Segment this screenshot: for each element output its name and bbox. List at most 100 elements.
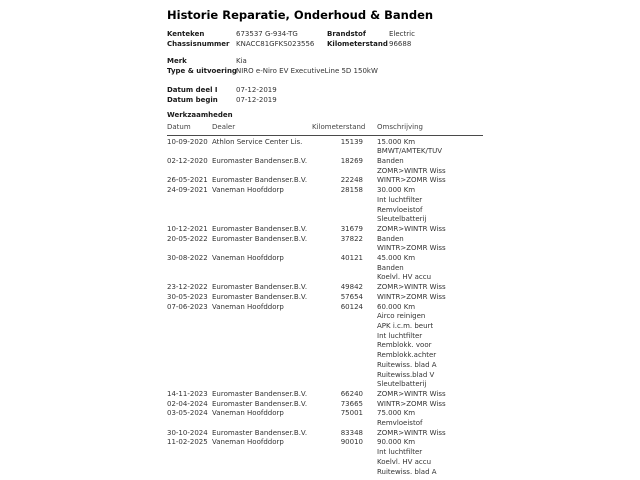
- cell-kilometerstand: 15139: [340, 137, 363, 146]
- omschrijving-line: 30.000 Km: [377, 186, 416, 195]
- cell-datum: 30-10-2024: [167, 428, 208, 437]
- type-uitvoering-value: NIRO e-Niro EV ExecutiveLine 5D 150kW: [236, 67, 378, 76]
- cell-kilometerstand: 66240: [340, 389, 363, 398]
- omschrijving-line: Koelvl. HV accu: [377, 457, 432, 466]
- vehicle-info-block3: Datum deel I 07-12-2019 Datum begin 07-1…: [167, 86, 483, 105]
- omschrijving-line: ZOMR>WINTR Wiss: [377, 283, 446, 292]
- omschrijving-line: Sleutelbatterij: [377, 380, 427, 389]
- cell-omschrijving: 30.000 Km Int luchtfilter Remvloeistof Sleu…: [363, 186, 483, 225]
- cell-datum: 03-05-2024: [167, 409, 208, 418]
- omschrijving-line: Int luchtfilter: [377, 448, 423, 457]
- table-row: 03-05-2024 Vaneman Hoofddorp 75001 75.000 K…: [167, 409, 483, 428]
- table-row: 10-12-2021 Euromaster Bandenser.B.V. 31679…: [167, 225, 483, 235]
- type-uitvoering-label: Type & uitvoering: [167, 67, 237, 76]
- omschrijving-line: WINTR>ZOMR Wiss: [377, 292, 446, 301]
- section-title-werkzaamheden: Werkzaamheden: [167, 111, 233, 120]
- cell-datum: 26-05-2021: [167, 176, 208, 185]
- omschrijving-line: APK i.c.m. beurt: [377, 321, 434, 330]
- cell-dealer: Euromaster Bandenser.B.V.: [212, 283, 308, 292]
- omschrijving-line: Remblokk. voor: [377, 341, 432, 350]
- cell-omschrijving: ZOMR>WINTR Wiss: [363, 225, 483, 235]
- cell-dealer: Euromaster Bandenser.B.V.: [212, 176, 308, 185]
- chassisnummer-label: Chassisnummer: [167, 39, 230, 48]
- column-header-kilometerstand: Kilometerstand: [312, 122, 366, 131]
- merk-value: Kia: [236, 57, 247, 66]
- chassisnummer-value: KNACC81GFKS023556: [236, 39, 315, 48]
- datum-deel1-label: Datum deel I: [167, 85, 218, 94]
- cell-dealer: Athlon Service Center Lis.: [212, 137, 303, 146]
- table-row: 02-04-2024 Euromaster Bandenser.B.V. 73665…: [167, 400, 483, 410]
- cell-kilometerstand: 83348: [340, 428, 363, 437]
- cell-omschrijving: ZOMR>WINTR Wiss: [363, 390, 483, 400]
- omschrijving-line: Ruitewiss.blad V: [377, 370, 435, 379]
- cell-datum: 23-12-2022: [167, 283, 208, 292]
- cell-dealer: Euromaster Bandenser.B.V.: [212, 234, 308, 243]
- cell-kilometerstand: 28158: [340, 186, 363, 195]
- column-header-omschrijving: Omschrijving: [377, 122, 423, 131]
- cell-datum: 11-02-2025: [167, 438, 208, 447]
- table-row: 24-09-2021 Vaneman Hoofddorp 28158 30.000 K…: [167, 186, 483, 225]
- cell-kilometerstand: 22248: [340, 176, 363, 185]
- omschrijving-line: Banden: [377, 234, 404, 243]
- omschrijving-line: Remvloeistof: [377, 419, 423, 428]
- omschrijving-line: Banden: [377, 263, 404, 272]
- cell-dealer: Vaneman Hoofddorp: [212, 409, 284, 418]
- table-row: 26-05-2021 Euromaster Bandenser.B.V. 22248…: [167, 176, 483, 186]
- vehicle-info-block2: Merk Kia Type & uitvoering NIRO e-Niro E…: [167, 57, 483, 76]
- datum-begin-value: 07-12-2019: [236, 95, 277, 104]
- cell-omschrijving: 90.000 Km Int luchtfilter Koelvl. HV accu R…: [363, 438, 483, 477]
- table-row: 14-11-2023 Euromaster Bandenser.B.V. 66240…: [167, 390, 483, 400]
- cell-dealer: Euromaster Bandenser.B.V.: [212, 292, 308, 301]
- datum-deel1-value: 07-12-2019: [236, 85, 277, 94]
- cell-omschrijving: WINTR>ZOMR Wiss: [363, 400, 483, 410]
- page-title: Historie Reparatie, Onderhoud & Banden: [167, 8, 434, 22]
- merk-label: Merk: [167, 57, 187, 66]
- table-row: 02-12-2020 Euromaster Bandenser.B.V. 18269…: [167, 157, 483, 176]
- cell-omschrijving: ZOMR>WINTR Wiss: [363, 429, 483, 439]
- kilometerstand-label: Kilometerstand: [327, 39, 388, 48]
- column-header-datum: Datum: [167, 122, 191, 131]
- cell-kilometerstand: 40121: [340, 254, 363, 263]
- kenteken-value: 673537 G-934-TG: [236, 30, 298, 38]
- omschrijving-line: ZOMR>WINTR Wiss: [377, 224, 446, 233]
- omschrijving-line: Airco reinigen: [377, 312, 426, 321]
- kilometerstand-value: 96688: [389, 39, 412, 48]
- cell-dealer: Vaneman Hoofddorp: [212, 254, 284, 263]
- werkzaamheden-table-body: 10-09-2020 Athlon Service Center Lis. 1513…: [167, 138, 483, 478]
- omschrijving-line: ZOMR>WINTR Wiss: [377, 389, 446, 398]
- cell-datum: 07-06-2023: [167, 302, 208, 311]
- cell-omschrijving: 15.000 Km BMWT/AMTEK/TUV: [363, 138, 483, 157]
- table-row: 11-02-2025 Vaneman Hoofddorp 90010 90.000 K…: [167, 438, 483, 477]
- omschrijving-line: Koelvl. HV accu: [377, 273, 432, 282]
- cell-omschrijving: WINTR>ZOMR Wiss: [363, 293, 483, 303]
- omschrijving-line: Remblokk.achter: [377, 351, 437, 360]
- cell-kilometerstand: 57654: [340, 292, 363, 301]
- omschrijving-line: 75.000 Km: [377, 409, 416, 418]
- omschrijving-line: Ruitewiss. blad A: [377, 360, 437, 369]
- cell-dealer: Euromaster Bandenser.B.V.: [212, 224, 308, 233]
- cell-dealer: Vaneman Hoofddorp: [212, 302, 284, 311]
- table-row: 07-06-2023 Vaneman Hoofddorp 60124 60.000 K…: [167, 303, 483, 390]
- column-header-dealer: Dealer: [212, 122, 236, 131]
- cell-omschrijving: WINTR>ZOMR Wiss: [363, 176, 483, 186]
- cell-kilometerstand: 60124: [340, 302, 363, 311]
- omschrijving-line: 15.000 Km: [377, 137, 416, 146]
- omschrijving-line: 45.000 Km: [377, 254, 416, 263]
- cell-datum: 10-09-2020: [167, 137, 208, 146]
- cell-kilometerstand: 18269: [340, 157, 363, 166]
- cell-dealer: Vaneman Hoofddorp: [212, 186, 284, 195]
- omschrijving-line: Sleutelbatterij: [377, 215, 427, 224]
- cell-dealer: Euromaster Bandenser.B.V.: [212, 399, 308, 408]
- cell-dealer: Vaneman Hoofddorp: [212, 438, 284, 447]
- cell-kilometerstand: 75001: [340, 409, 363, 418]
- cell-kilometerstand: 90010: [340, 438, 363, 447]
- cell-kilometerstand: 49842: [340, 283, 363, 292]
- omschrijving-line: WINTR>ZOMR Wiss: [377, 244, 446, 253]
- datum-begin-label: Datum begin: [167, 95, 218, 104]
- cell-datum: 02-04-2024: [167, 399, 208, 408]
- cell-omschrijving: ZOMR>WINTR Wiss: [363, 283, 483, 293]
- omschrijving-line: 60.000 Km: [377, 302, 416, 311]
- cell-datum: 02-12-2020: [167, 157, 208, 166]
- omschrijving-line: BMWT/AMTEK/TUV: [377, 147, 443, 156]
